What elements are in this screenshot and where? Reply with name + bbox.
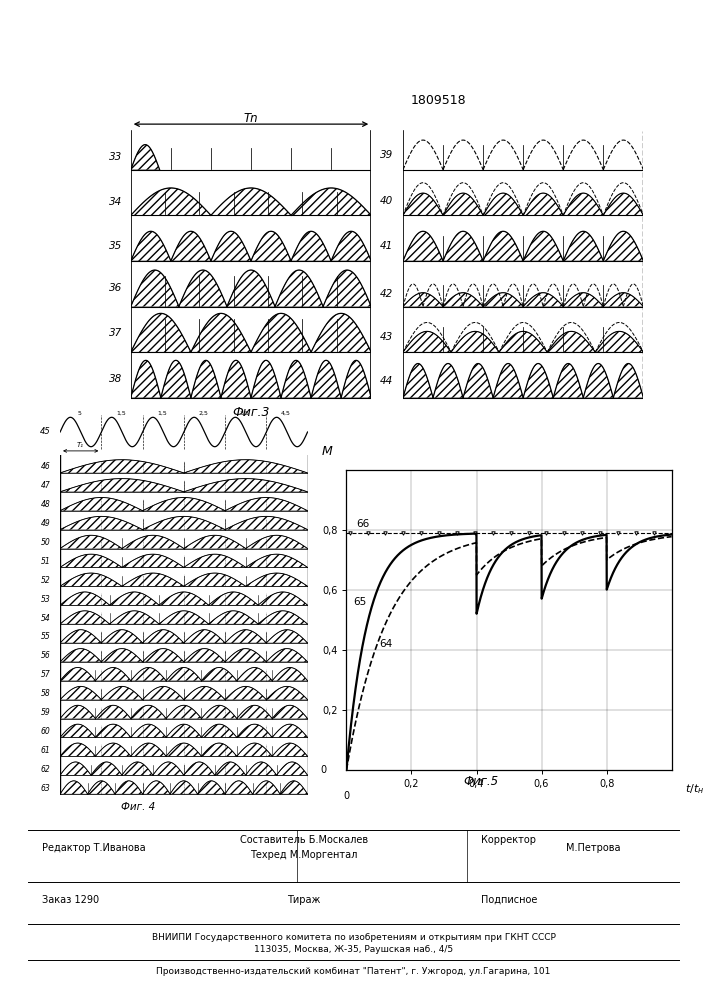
Text: 113035, Москва, Ж-35, Раушская наб., 4/5: 113035, Москва, Ж-35, Раушская наб., 4/5 [254, 946, 453, 954]
Text: 40: 40 [380, 196, 393, 206]
Text: 55: 55 [40, 632, 50, 641]
Text: Заказ 1290: Заказ 1290 [42, 895, 100, 905]
Text: 51: 51 [40, 557, 50, 566]
Text: Tn: Tn [244, 112, 258, 125]
Text: 49: 49 [40, 519, 50, 528]
Text: 58: 58 [40, 689, 50, 698]
Text: 62: 62 [40, 765, 50, 774]
Text: 0: 0 [344, 791, 349, 801]
Text: Фиг.3: Фиг.3 [232, 406, 270, 419]
Text: 5: 5 [78, 411, 82, 416]
Text: 35: 35 [109, 241, 122, 251]
Text: Составитель Б.Москалев: Составитель Б.Москалев [240, 835, 368, 845]
Text: Техред М.Моргентал: Техред М.Моргентал [250, 850, 358, 860]
Text: 53: 53 [40, 595, 50, 604]
Text: Подписное: Подписное [481, 895, 537, 905]
Text: 46: 46 [40, 462, 50, 471]
Text: 4,5: 4,5 [281, 411, 291, 416]
Text: 1,5: 1,5 [116, 411, 126, 416]
Text: 38: 38 [109, 374, 122, 384]
Text: 36: 36 [109, 283, 122, 293]
Text: 1,5: 1,5 [158, 411, 168, 416]
Text: Производственно-издательский комбинат "Патент", г. Ужгород, ул.Гагарина, 101: Производственно-издательский комбинат "П… [156, 968, 551, 976]
Text: 60: 60 [40, 727, 50, 736]
Text: 65: 65 [353, 597, 366, 607]
Text: 1809518: 1809518 [411, 94, 466, 106]
Text: 3,5: 3,5 [240, 411, 250, 416]
Text: 66: 66 [356, 519, 370, 529]
Text: 2,5: 2,5 [199, 411, 209, 416]
Text: 50: 50 [40, 538, 50, 547]
Text: 48: 48 [40, 500, 50, 509]
Text: 44: 44 [380, 376, 393, 386]
Text: ВНИИПИ Государственного комитета по изобретениям и открытиям при ГКНТ СССР: ВНИИПИ Государственного комитета по изоб… [151, 934, 556, 942]
Text: 45: 45 [40, 428, 50, 436]
Text: $M$: $M$ [321, 445, 333, 458]
Text: 43: 43 [380, 332, 393, 342]
Text: 56: 56 [40, 651, 50, 660]
Text: 59: 59 [40, 708, 50, 717]
Text: Фиг.5: Фиг.5 [463, 775, 498, 788]
Text: 52: 52 [40, 576, 50, 585]
Text: 54: 54 [40, 614, 50, 623]
Text: 47: 47 [40, 481, 50, 490]
Text: 61: 61 [40, 746, 50, 755]
Text: 64: 64 [379, 639, 392, 649]
Text: 33: 33 [109, 152, 122, 162]
Text: T₁: T₁ [77, 442, 84, 448]
Text: 39: 39 [380, 150, 393, 160]
Text: $t/t_н$: $t/t_н$ [684, 782, 704, 796]
Text: 0: 0 [321, 765, 327, 775]
Text: М.Петрова: М.Петрова [566, 843, 620, 853]
Text: Редактор Т.Иванова: Редактор Т.Иванова [42, 843, 146, 853]
Text: Корректор: Корректор [481, 835, 536, 845]
Text: 57: 57 [40, 670, 50, 679]
Text: 37: 37 [109, 328, 122, 338]
Text: 34: 34 [109, 197, 122, 207]
Text: 41: 41 [380, 241, 393, 251]
Text: 42: 42 [380, 289, 393, 299]
Text: Тираж: Тираж [287, 895, 321, 905]
Text: 63: 63 [40, 784, 50, 793]
Text: Фиг. 4: Фиг. 4 [121, 802, 155, 812]
